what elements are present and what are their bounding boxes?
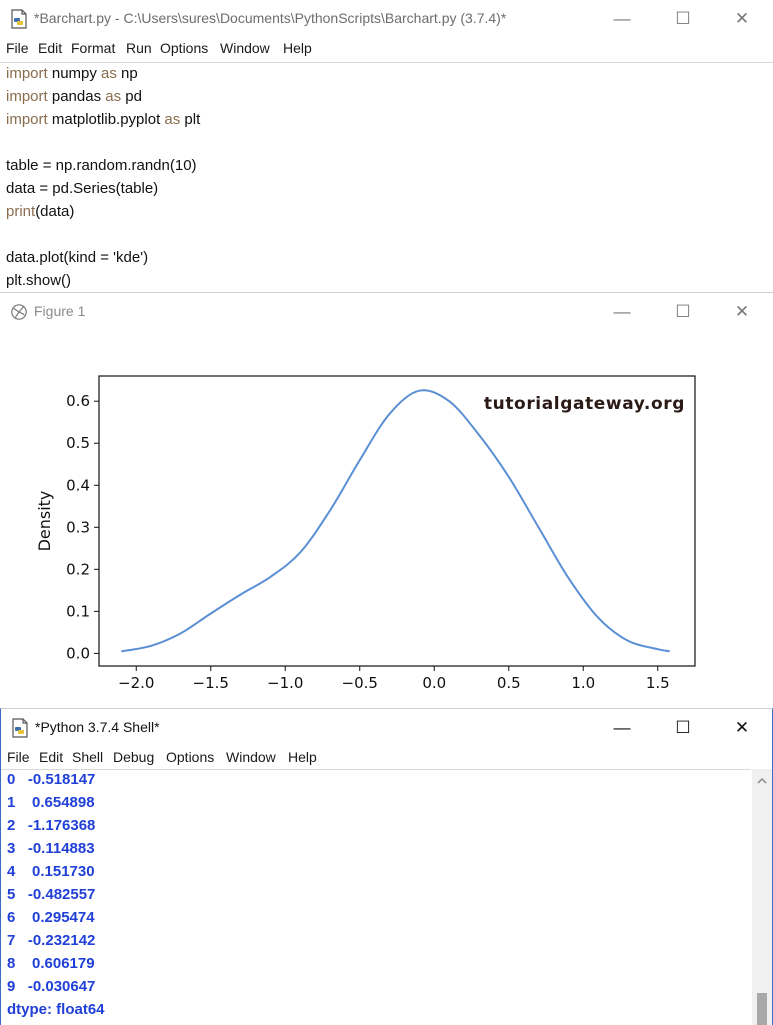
maximize-icon: ☐ (675, 718, 691, 737)
y-tick-label: 0.5 (66, 434, 90, 452)
x-tick-label: 0.5 (497, 674, 521, 692)
x-tick-label: 0.0 (422, 674, 446, 692)
code-line-6: data = pd.Series(table) (6, 180, 159, 197)
shell-titlebar: *Python 3.7.4 Shell* — ☐ ✕ (1, 709, 772, 747)
shell-close-button[interactable]: ✕ (719, 709, 765, 747)
code-line-3: import matplotlib.pyplot as plt (6, 111, 201, 128)
y-tick-label: 0.4 (66, 476, 90, 494)
minimize-button[interactable]: — (599, 0, 645, 38)
x-tick-label: −1.0 (267, 674, 303, 692)
scrollbar-thumb[interactable] (757, 993, 767, 1025)
output-line: 5 -0.482557 (7, 886, 96, 903)
output-line: 9 -0.030647 (7, 978, 96, 995)
menu-run[interactable]: Run (126, 40, 152, 56)
output-line: 2 -1.176368 (7, 817, 96, 834)
menu-help[interactable]: Help (288, 749, 317, 765)
y-tick-label: 0.3 (66, 518, 90, 536)
menu-debug[interactable]: Debug (113, 749, 155, 765)
x-axis: −2.0 −1.5 −1.0 −0.5 0.0 0.5 1.0 1.5 (118, 666, 670, 692)
code-line-9: data.plot(kind = 'kde') (6, 249, 149, 266)
editor-window: *Barchart.py - C:\Users\sures\Documents\… (0, 0, 773, 292)
density-curve (121, 389, 670, 653)
matplotlib-icon (11, 304, 27, 320)
scroll-up-arrow-icon[interactable] (752, 771, 772, 791)
maximize-icon: ☐ (675, 9, 691, 28)
minimize-icon: — (613, 9, 631, 28)
output-line: 8 0.606179 (7, 955, 95, 972)
minimize-icon: — (613, 718, 631, 737)
x-tick-label: 1.5 (646, 674, 670, 692)
figure-titlebar: Figure 1 — ☐ ✕ (0, 293, 773, 331)
figure-minimize-button[interactable]: — (599, 293, 645, 331)
maximize-button[interactable]: ☐ (660, 0, 706, 38)
x-tick-label: 1.0 (571, 674, 595, 692)
close-button[interactable]: ✕ (719, 0, 765, 38)
menu-options[interactable]: Options (160, 40, 209, 56)
y-tick-label: 0.2 (66, 560, 90, 578)
maximize-icon: ☐ (675, 302, 691, 321)
y-tick-label: 0.6 (66, 392, 90, 410)
x-tick-label: −2.0 (118, 674, 154, 692)
shell-window: *Python 3.7.4 Shell* — ☐ ✕ File Edit She… (0, 708, 773, 1025)
y-tick-label: 0.1 (66, 602, 90, 620)
menu-file[interactable]: File (7, 749, 30, 765)
code-line-5: table = np.random.randn(10) (6, 157, 197, 174)
shell-minimize-button[interactable]: — (599, 709, 645, 747)
kde-plot: 0.0 0.1 0.2 0.3 0.4 0.5 0.6 −2.0 −1.5 −1.0 −0.5 0.… (35, 375, 696, 692)
code-line-1: import numpy as np (6, 65, 138, 82)
close-icon: ✕ (734, 302, 750, 321)
editor-title: *Barchart.py - C:\Users\sures\Documents\… (34, 10, 507, 26)
vertical-scrollbar[interactable] (752, 769, 772, 1025)
plot-frame (98, 375, 696, 667)
editor-menubar: File Edit Format Run Options Window Help (0, 38, 773, 60)
shell-menubar: File Edit Shell Debug Options Window Hel… (1, 747, 772, 769)
python-shell-icon (12, 718, 28, 738)
output-line: dtype: float64 (7, 1001, 105, 1018)
output-line: 4 0.151730 (7, 863, 95, 880)
y-axis-label: Density (35, 491, 54, 552)
shell-output[interactable]: 0 -0.518147 1 0.654898 2 -1.176368 3 -0.… (1, 769, 751, 1025)
output-line: 3 -0.114883 (7, 840, 95, 857)
menu-options[interactable]: Options (166, 749, 215, 765)
menu-shell[interactable]: Shell (72, 749, 104, 765)
figure-close-button[interactable]: ✕ (719, 293, 765, 331)
code-line-2: import pandas as pd (6, 88, 142, 105)
figure-window: Figure 1 — ☐ ✕ 0.0 0.1 0.2 0.3 0.4 0.5 0.6 −2.… (0, 292, 773, 710)
figure-title: Figure 1 (34, 303, 86, 319)
python-file-icon (11, 9, 27, 29)
menu-file[interactable]: File (6, 40, 29, 56)
output-line: 6 0.295474 (7, 909, 95, 926)
close-icon: ✕ (734, 9, 750, 28)
x-tick-label: −1.5 (193, 674, 229, 692)
code-line-10: plt.show() (6, 272, 72, 289)
x-tick-label: −0.5 (342, 674, 378, 692)
shell-maximize-button[interactable]: ☐ (660, 709, 706, 747)
menu-edit[interactable]: Edit (38, 40, 63, 56)
menu-window[interactable]: Window (226, 749, 276, 765)
watermark: tutorialgateway.org (484, 394, 685, 414)
output-line: 1 0.654898 (7, 794, 95, 811)
menu-format[interactable]: Format (71, 40, 116, 56)
editor-titlebar: *Barchart.py - C:\Users\sures\Documents\… (0, 0, 773, 38)
menu-window[interactable]: Window (220, 40, 270, 56)
y-axis: 0.0 0.1 0.2 0.3 0.4 0.5 0.6 (66, 392, 99, 662)
close-icon: ✕ (734, 718, 750, 737)
y-tick-label: 0.0 (66, 644, 90, 662)
output-line: 0 -0.518147 (7, 771, 96, 788)
minimize-icon: — (613, 302, 631, 321)
code-line-7: print(data) (6, 203, 75, 220)
output-line: 7 -0.232142 (7, 932, 96, 949)
code-editor[interactable]: import numpy as np import pandas as pd i… (0, 62, 773, 292)
figure-maximize-button[interactable]: ☐ (660, 293, 706, 331)
shell-title: *Python 3.7.4 Shell* (35, 719, 160, 735)
menu-edit[interactable]: Edit (39, 749, 64, 765)
menu-help[interactable]: Help (283, 40, 312, 56)
